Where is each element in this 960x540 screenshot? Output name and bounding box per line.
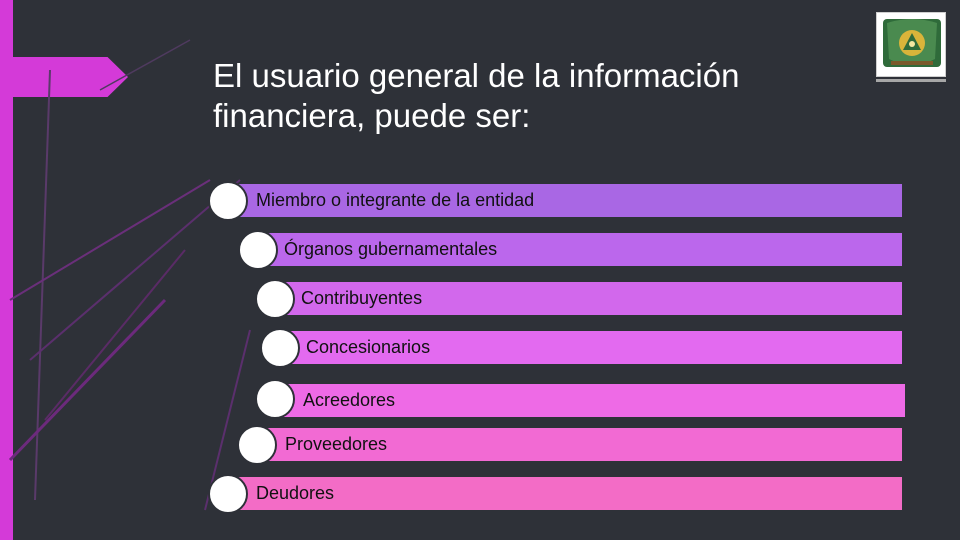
list-item-bar: Acreedores — [275, 384, 905, 417]
bullet-circle — [260, 328, 300, 368]
list-item-bar: Órganos gubernamentales — [258, 233, 902, 266]
list-item: Concesionarios — [280, 331, 902, 364]
bullet-circle — [208, 474, 248, 514]
list-item: Deudores — [228, 477, 902, 510]
list-item-label: Deudores — [256, 483, 335, 503]
accent-bar — [0, 0, 13, 540]
list-item: Órganos gubernamentales — [258, 233, 902, 266]
list-item-bar: Proveedores — [257, 428, 902, 461]
list-item-bar: Miembro o integrante de la entidad — [228, 184, 902, 217]
list-item: Contribuyentes — [275, 282, 902, 315]
list-item-bar: Deudores — [228, 477, 902, 510]
logo-divider — [876, 79, 946, 82]
list-item-label: Contribuyentes — [301, 288, 423, 308]
list-item-bar: Concesionarios — [280, 331, 902, 364]
list-item-label: Concesionarios — [306, 337, 431, 357]
bullet-circle — [255, 379, 295, 419]
list-item-label: Proveedores — [285, 434, 388, 454]
decorative-lines — [8, 39, 251, 511]
institution-seal-icon — [876, 12, 946, 77]
list-item-label: Acreedores — [303, 390, 396, 410]
bullet-circle — [255, 279, 295, 319]
list-item-label: Miembro o integrante de la entidad — [256, 190, 535, 210]
bullet-circle — [208, 181, 248, 221]
bullet-circle — [237, 425, 277, 465]
list-item: Proveedores — [257, 428, 902, 461]
accent-arrow — [0, 57, 128, 97]
bullet-circle — [238, 230, 278, 270]
list-item-bar: Contribuyentes — [275, 282, 902, 315]
list-item: Miembro o integrante de la entidad — [228, 184, 902, 217]
list-item-label: Órganos gubernamentales — [284, 239, 498, 259]
list-item: Acreedores — [275, 384, 905, 417]
slide-title: El usuario general de la información fin… — [213, 57, 740, 134]
